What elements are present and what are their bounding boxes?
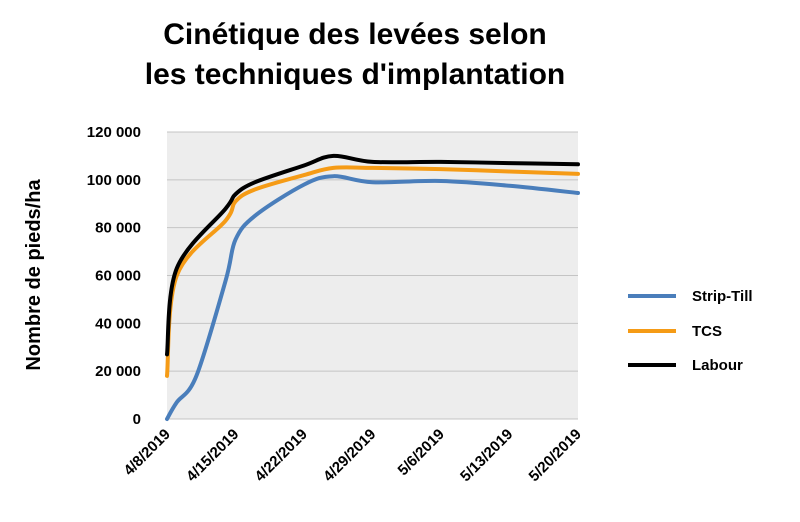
x-tick-label: 4/29/2019 xyxy=(320,426,379,485)
legend-label-strip-till: Strip-Till xyxy=(692,288,753,305)
grid-lines xyxy=(167,131,578,420)
legend-label-labour: Labour xyxy=(692,357,743,374)
y-axis-ticks: 0 20 000 40 000 60 000 80 000 100 000 120 000 xyxy=(87,124,141,428)
x-tick-label: 5/6/2019 xyxy=(395,426,448,479)
x-tick-label: 4/8/2019 xyxy=(121,426,174,479)
y-tick-label: 80 000 xyxy=(95,220,141,237)
series-line-tcs xyxy=(165,165,580,378)
chart-title-line-1: Cinétique des levées selon xyxy=(163,18,546,51)
chart-title-line-2: les techniques d'implantation xyxy=(145,58,566,91)
y-axis-label: Nombre de pieds/ha xyxy=(23,179,45,371)
x-tick-label: 4/22/2019 xyxy=(252,426,311,485)
x-tick-label: 5/20/2019 xyxy=(526,426,585,485)
y-tick-label: 0 xyxy=(133,411,141,428)
series-line-labour xyxy=(165,153,580,357)
y-tick-label: 40 000 xyxy=(95,315,141,332)
legend-label-tcs: TCS xyxy=(692,323,722,340)
x-axis-ticks: 4/8/2019 4/15/2019 4/22/2019 4/29/2019 5/6/2… xyxy=(121,426,585,485)
y-tick-label: 20 000 xyxy=(95,363,141,380)
series-lines xyxy=(165,153,580,421)
y-tick-label: 100 000 xyxy=(87,172,141,189)
series-line-strip-till xyxy=(165,174,580,421)
x-tick-label: 5/13/2019 xyxy=(457,426,516,485)
legend: Strip-Till TCS Labour xyxy=(628,288,753,374)
y-tick-label: 120 000 xyxy=(87,124,141,141)
y-tick-label: 60 000 xyxy=(95,268,141,285)
x-tick-label: 4/15/2019 xyxy=(183,426,242,485)
